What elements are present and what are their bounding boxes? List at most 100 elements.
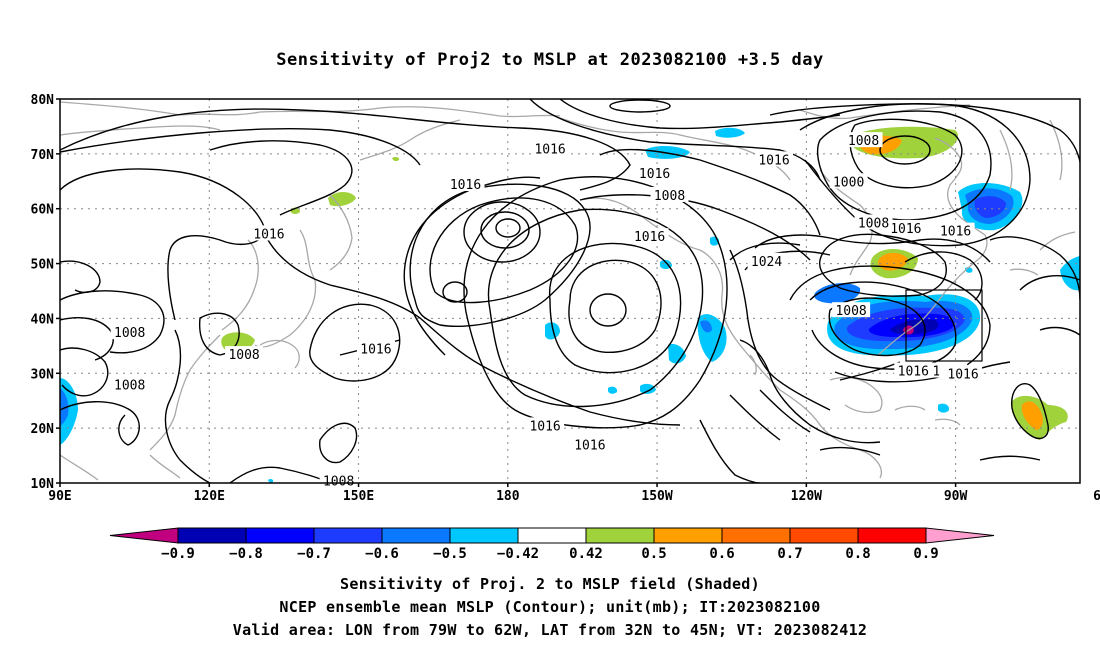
contour-label: 1016: [758, 153, 789, 168]
contour-label: 1008: [114, 326, 145, 341]
lon-tick-label: 120W: [791, 489, 822, 504]
contour-label-bg: [755, 151, 793, 167]
contour-label: 1016: [940, 225, 971, 240]
coastline: [894, 405, 961, 426]
contour-line: [403, 176, 541, 356]
contour-line: [729, 389, 811, 441]
coastline: [221, 239, 259, 331]
contour-line: [409, 183, 591, 327]
colorbar-segment: [585, 527, 655, 544]
colorbar-label: −0.5: [433, 546, 467, 562]
lon-tick-label: 90W: [944, 489, 968, 504]
colorbar-end-low: [109, 527, 179, 544]
lon-tick-label: 60W: [1093, 489, 1100, 504]
coastlines: [60, 101, 1076, 481]
lat-tick-label: 70N: [31, 148, 55, 163]
graticule: [60, 99, 1080, 483]
shade-negative: [545, 322, 560, 340]
valid-area-box: [905, 289, 983, 362]
lat-tick-label: 50N: [31, 258, 55, 273]
lon-tick-label: 150E: [343, 489, 374, 504]
contour-label: 1016: [634, 230, 665, 245]
contour-line: [1019, 275, 1080, 336]
coastline: [60, 125, 221, 136]
contour-line: [549, 242, 682, 374]
lat-tick-label: 10N: [31, 477, 55, 492]
contour-line: [818, 233, 947, 297]
contour-label-bg: [747, 252, 786, 268]
contour-line: [309, 303, 401, 382]
lat-tick-label: 60N: [31, 203, 55, 218]
shade-negative: [608, 386, 618, 394]
contour-line: [463, 201, 541, 263]
contour-label: 1016: [574, 439, 605, 454]
shade-negative: [974, 196, 1006, 218]
colorbar-segment: [313, 527, 383, 544]
colorbar-segment: [857, 527, 927, 544]
coastline: [1009, 231, 1076, 276]
contour-label-bg: [446, 176, 485, 192]
colorbar-label: −0.6: [365, 546, 399, 562]
contour-label-layer: 1008 1016 1016 1016 1008 1000 1016 1016 1008 1016…: [110, 132, 983, 489]
lon-tick-label: 180: [496, 489, 520, 504]
contour-line: [819, 446, 1041, 461]
coastline: [329, 194, 353, 271]
contour-line: [849, 118, 963, 189]
contour-line: [60, 128, 421, 166]
contour-label: 1000: [833, 175, 864, 190]
colorbar-label: 0.42: [569, 546, 603, 562]
contour-label: 1008: [835, 304, 866, 319]
contour-line: [816, 110, 992, 221]
contour-line: [495, 218, 521, 238]
colorbar-label: −0.9: [161, 546, 195, 562]
contour-label: 1016: [898, 365, 929, 380]
contour-line: [60, 260, 101, 294]
shade-positive: [328, 192, 356, 207]
contour-line: [442, 281, 468, 303]
lat-tick-label: 40N: [31, 312, 55, 327]
contour-label-bg: [110, 376, 149, 392]
contour-line: [828, 297, 926, 357]
shade-negative: [700, 320, 712, 333]
coastline: [359, 119, 461, 161]
shade-negative: [668, 344, 686, 364]
colorbar-segment: [449, 527, 519, 544]
colorbar-segment: [245, 527, 315, 544]
caption-line-2: NCEP ensemble mean MSLP (Contour); unit(…: [279, 598, 821, 616]
contour-label: 1008: [114, 378, 145, 393]
coastline: [779, 389, 882, 479]
lat-tick-label: 30N: [31, 367, 55, 382]
lat-tick-label: 80N: [31, 93, 55, 108]
contour-line: [699, 419, 761, 483]
colorbar-label: 0.9: [913, 546, 938, 562]
contour-label-bg: [854, 214, 893, 230]
contour-label-bg: [886, 219, 925, 235]
shade-positive: [392, 156, 400, 162]
mslp-contours: [60, 99, 1080, 483]
shade-negative: [814, 283, 861, 304]
contour-line: [754, 234, 991, 263]
colorbar-label: 0.6: [709, 546, 734, 562]
contour-label: 1008: [654, 189, 685, 204]
contour-label: 1016: [450, 178, 481, 193]
contour-line: [429, 197, 579, 304]
contour-line: [1011, 383, 1049, 440]
shade-negative: [715, 127, 745, 138]
colorbar-segment: [721, 527, 791, 544]
contour-label-bg: [894, 362, 933, 378]
contour-line: [589, 293, 627, 327]
lon-tick-label: 120E: [194, 489, 225, 504]
colorbar-segment: [517, 527, 587, 544]
contour-line: [60, 317, 114, 361]
contour-label: 1016: [529, 419, 560, 434]
contour-line: [579, 194, 811, 261]
shade-positive: [1021, 401, 1043, 430]
contour-line: [60, 347, 109, 397]
colorbar-segment: [381, 527, 451, 544]
colorbar-end-high: [925, 527, 995, 544]
contour-line: [568, 259, 662, 353]
contour-label-bg: [630, 228, 669, 244]
contour-label: 1016: [534, 142, 565, 157]
contour-label-bg: [650, 187, 689, 202]
